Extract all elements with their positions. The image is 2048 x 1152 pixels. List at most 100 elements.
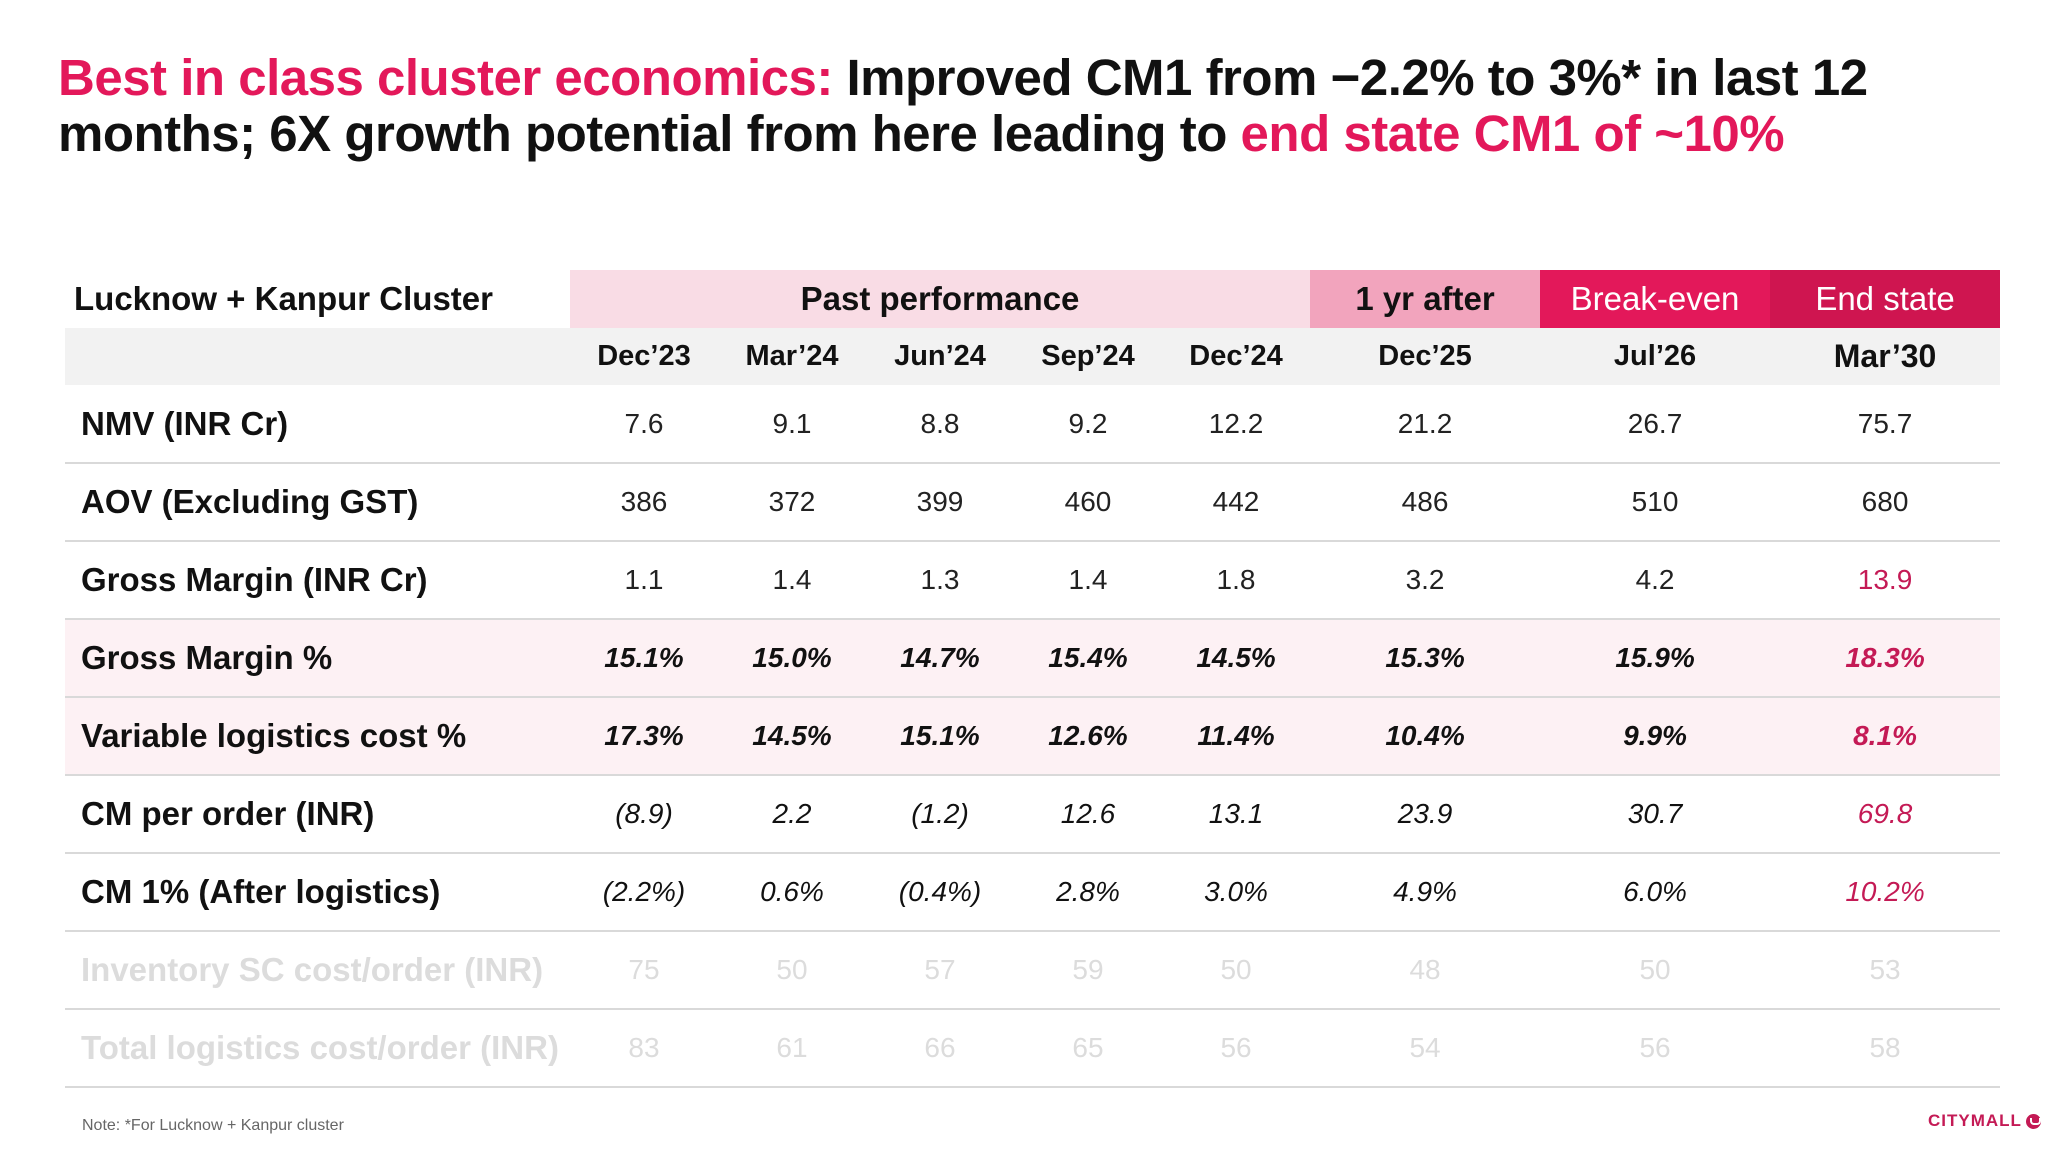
table-cell: 12.6 xyxy=(1014,775,1162,854)
table-cell: 680 xyxy=(1770,463,2001,542)
table-cell: 54 xyxy=(1310,1009,1541,1088)
table-cell: 56 xyxy=(1162,1009,1311,1088)
table-cell: 9.2 xyxy=(1014,385,1162,464)
table-row-inventory-sc-cost: Inventory SC cost/order (INR) 75 50 57 5… xyxy=(65,931,2001,1010)
table-cell: 58 xyxy=(1770,1009,2001,1088)
table-cell: 23.9 xyxy=(1310,775,1541,854)
table-cell: 1.1 xyxy=(570,541,718,620)
table-cell: 21.2 xyxy=(1310,385,1541,464)
table-cell: 50 xyxy=(718,931,866,1010)
table-cell: 57 xyxy=(866,931,1014,1010)
period-header: Sep’24 xyxy=(1014,328,1162,385)
table-cell: 59 xyxy=(1014,931,1162,1010)
period-header: Mar’24 xyxy=(718,328,866,385)
table-cell: 13.9 xyxy=(1770,541,2001,620)
table-cell: 15.9% xyxy=(1540,619,1771,698)
table-cell: 510 xyxy=(1540,463,1771,542)
table-cell: 399 xyxy=(866,463,1014,542)
table-cell: 14.7% xyxy=(866,619,1014,698)
period-header: Dec’25 xyxy=(1310,328,1541,385)
table-cell: (2.2%) xyxy=(570,853,718,932)
table-cell: 12.6% xyxy=(1014,697,1162,776)
row-label: Gross Margin % xyxy=(65,619,570,698)
table-cell: 61 xyxy=(718,1009,866,1088)
table-cell: 9.9% xyxy=(1540,697,1771,776)
table-row-gross-margin: Gross Margin (INR Cr) 1.1 1.4 1.3 1.4 1.… xyxy=(65,541,2001,620)
table-cell: (8.9) xyxy=(570,775,718,854)
table-row-total-logistics-cost: Total logistics cost/order (INR) 83 61 6… xyxy=(65,1009,2001,1088)
row-label: Variable logistics cost % xyxy=(65,697,570,776)
table-cell: 1.8 xyxy=(1162,541,1311,620)
table-cell: 50 xyxy=(1540,931,1771,1010)
group-header-end-state: End state xyxy=(1770,270,2001,328)
table-row-variable-logistics: Variable logistics cost % 17.3% 14.5% 15… xyxy=(65,697,2001,776)
table-cell: 14.5% xyxy=(1162,619,1311,698)
row-label: NMV (INR Cr) xyxy=(65,385,570,464)
table-cell: 48 xyxy=(1310,931,1541,1010)
table-cell: 8.1% xyxy=(1770,697,2001,776)
table-cell: 10.4% xyxy=(1310,697,1541,776)
table-row-cm-per-order: CM per order (INR) (8.9) 2.2 (1.2) 12.6 … xyxy=(65,775,2001,854)
table-cell: 17.3% xyxy=(570,697,718,776)
table-cell: 1.4 xyxy=(1014,541,1162,620)
group-header-row: Lucknow + Kanpur Cluster Past performanc… xyxy=(65,270,2001,328)
row-label: AOV (Excluding GST) xyxy=(65,463,570,542)
table-cell: 53 xyxy=(1770,931,2001,1010)
table-cell: (1.2) xyxy=(866,775,1014,854)
table-cell: 1.3 xyxy=(866,541,1014,620)
title-accent-1: Best in class cluster economics: xyxy=(58,49,833,106)
table-cell: 26.7 xyxy=(1540,385,1771,464)
period-header: Dec’24 xyxy=(1162,328,1311,385)
period-header: Dec’23 xyxy=(570,328,718,385)
title-main-text: Improved CM1 from −2.2% to 3%* in last 1… xyxy=(58,49,1868,162)
table-cell: 18.3% xyxy=(1770,619,2001,698)
period-header: Mar’30 xyxy=(1770,328,2001,385)
row-label: Gross Margin (INR Cr) xyxy=(65,541,570,620)
table-cell: 3.2 xyxy=(1310,541,1541,620)
citymall-logo: CITYMALL xyxy=(1928,1111,2041,1131)
group-header-break-even: Break-even xyxy=(1540,270,1771,328)
table-row-cm1-pct: CM 1% (After logistics) (2.2%) 0.6% (0.4… xyxy=(65,853,2001,932)
period-header: Jun’24 xyxy=(866,328,1014,385)
table-cell: 2.8% xyxy=(1014,853,1162,932)
table-row-gross-margin-pct: Gross Margin % 15.1% 15.0% 14.7% 15.4% 1… xyxy=(65,619,2001,698)
cluster-label: Lucknow + Kanpur Cluster xyxy=(74,280,493,317)
table-cell: 6.0% xyxy=(1540,853,1771,932)
title-accent-2: end state CM1 of ~10% xyxy=(1240,105,1785,162)
row-label: CM per order (INR) xyxy=(65,775,570,854)
table-cell: 2.2 xyxy=(718,775,866,854)
row-label: Inventory SC cost/order (INR) xyxy=(65,931,570,1010)
table-cell: 75.7 xyxy=(1770,385,2001,464)
table-cell: 386 xyxy=(570,463,718,542)
table-cell: 65 xyxy=(1014,1009,1162,1088)
logo-text: CITYMALL xyxy=(1928,1111,2022,1130)
period-header: Jul’26 xyxy=(1540,328,1771,385)
table-cell: 10.2% xyxy=(1770,853,2001,932)
table-cell: 486 xyxy=(1310,463,1541,542)
table-cell: 69.8 xyxy=(1770,775,2001,854)
table-cell: 83 xyxy=(570,1009,718,1088)
row-label: Total logistics cost/order (INR) xyxy=(65,1009,570,1088)
table-cell: 15.1% xyxy=(866,697,1014,776)
table-cell: 15.1% xyxy=(570,619,718,698)
table-cell: 8.8 xyxy=(866,385,1014,464)
period-header-blank xyxy=(65,328,570,385)
table-cell: 75 xyxy=(570,931,718,1010)
cluster-economics-table: Lucknow + Kanpur Cluster Past performanc… xyxy=(65,270,2001,1088)
table-cell: 15.3% xyxy=(1310,619,1541,698)
table-cell: 442 xyxy=(1162,463,1311,542)
table-cell: 30.7 xyxy=(1540,775,1771,854)
table-cell: 56 xyxy=(1540,1009,1771,1088)
group-header-one-year: 1 yr after xyxy=(1310,270,1541,328)
table-row-aov: AOV (Excluding GST) 386 372 399 460 442 … xyxy=(65,463,2001,542)
table-cell: 50 xyxy=(1162,931,1311,1010)
table-cell: 66 xyxy=(866,1009,1014,1088)
table-row-nmv: NMV (INR Cr) 7.6 9.1 8.8 9.2 12.2 21.2 2… xyxy=(65,385,2001,464)
table-cell: 1.4 xyxy=(718,541,866,620)
slide-title: Best in class cluster economics: Improve… xyxy=(58,50,2018,162)
period-header-row: Dec’23 Mar’24 Jun’24 Sep’24 Dec’24 Dec’2… xyxy=(65,328,2001,385)
table-cell: 14.5% xyxy=(718,697,866,776)
table-cell: 11.4% xyxy=(1162,697,1311,776)
table-cell: 12.2 xyxy=(1162,385,1311,464)
table-cell: 460 xyxy=(1014,463,1162,542)
